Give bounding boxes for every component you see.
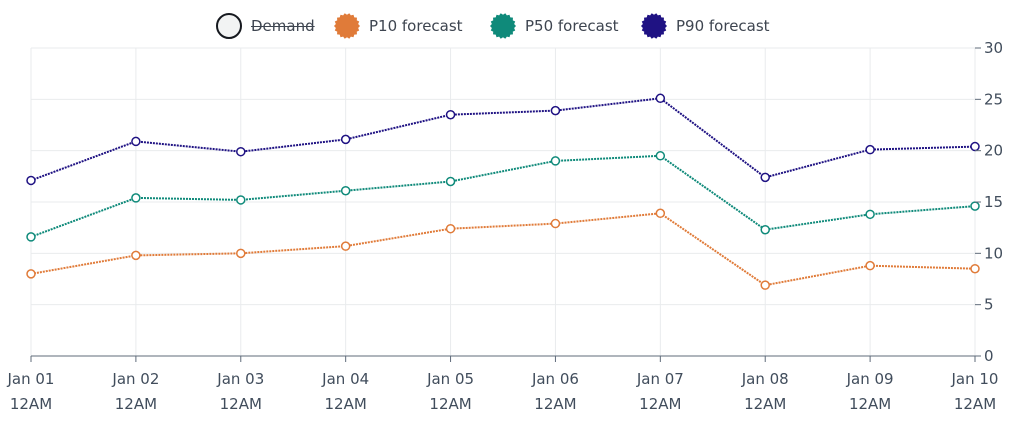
legend-label-demand: Demand bbox=[251, 17, 315, 35]
data-point bbox=[970, 141, 980, 152]
x-tick-label: Jan 03 bbox=[216, 370, 264, 388]
x-tick-label-time: 12AM bbox=[849, 395, 891, 413]
chart-legend: Demand P10 forecast P50 forecast P90 for… bbox=[0, 9, 1016, 43]
data-point bbox=[131, 193, 141, 203]
data-point bbox=[340, 241, 351, 251]
x-tick-label: Jan 04 bbox=[321, 370, 369, 388]
data-point bbox=[131, 250, 141, 261]
grid-lines bbox=[30, 47, 976, 357]
x-tick-label-time: 12AM bbox=[429, 395, 471, 413]
series-line-p50-forecast bbox=[30, 154, 976, 238]
y-tick-label: 0 bbox=[984, 347, 994, 365]
data-point bbox=[655, 93, 666, 104]
data-point bbox=[236, 146, 246, 157]
series-points bbox=[26, 93, 980, 290]
series-line-p90-forecast bbox=[30, 97, 976, 182]
legend-label-p50: P50 forecast bbox=[525, 17, 619, 35]
data-point bbox=[26, 269, 36, 279]
legend-item-p50[interactable]: P50 forecast bbox=[490, 9, 619, 43]
data-point bbox=[236, 248, 246, 259]
data-point bbox=[970, 263, 980, 274]
data-point bbox=[865, 144, 875, 155]
x-tick-label: Jan 05 bbox=[426, 370, 474, 388]
data-point bbox=[550, 218, 561, 229]
x-axis-ticks: Jan 01 12AM Jan 02 12AM Jan 03 12AM Jan 04 12AM… bbox=[7, 356, 999, 413]
data-point bbox=[340, 134, 351, 145]
x-tick-label: Jan 08 bbox=[741, 370, 789, 388]
x-tick-label: Jan 02 bbox=[111, 370, 159, 388]
data-point bbox=[550, 105, 561, 116]
data-point bbox=[445, 176, 456, 187]
x-tick-label: Jan 07 bbox=[636, 370, 684, 388]
y-tick-label: 10 bbox=[984, 244, 1003, 262]
series-lines bbox=[30, 97, 976, 287]
data-point bbox=[131, 136, 141, 147]
x-tick-label-time: 12AM bbox=[10, 395, 52, 413]
data-point bbox=[26, 232, 36, 242]
y-tick-label: 15 bbox=[984, 193, 1003, 211]
data-point bbox=[26, 175, 36, 186]
legend-item-demand[interactable]: Demand bbox=[216, 9, 315, 43]
legend-swatch-p90-icon bbox=[641, 13, 667, 39]
x-tick-label: Jan 10 bbox=[951, 370, 999, 388]
data-point bbox=[340, 185, 351, 196]
legend-swatch-p50-icon bbox=[490, 13, 516, 39]
x-tick-label: Jan 01 bbox=[7, 370, 55, 388]
x-tick-label-time: 12AM bbox=[744, 395, 786, 413]
legend-item-p90[interactable]: P90 forecast bbox=[641, 9, 770, 43]
x-tick-label: Jan 06 bbox=[531, 370, 579, 388]
legend-item-p10[interactable]: P10 forecast bbox=[334, 9, 463, 43]
x-tick-label-time: 12AM bbox=[534, 395, 576, 413]
y-tick-label: 20 bbox=[984, 142, 1003, 160]
data-point bbox=[550, 156, 561, 166]
legend-label-p10: P10 forecast bbox=[369, 17, 463, 35]
legend-swatch-demand-icon bbox=[216, 13, 242, 39]
x-tick-label-time: 12AM bbox=[115, 395, 157, 413]
data-point bbox=[655, 151, 666, 161]
x-tick-label-time: 12AM bbox=[325, 395, 367, 413]
x-tick-label-time: 12AM bbox=[220, 395, 262, 413]
data-point bbox=[655, 208, 666, 219]
legend-swatch-p10-icon bbox=[334, 13, 360, 39]
legend-label-p90: P90 forecast bbox=[676, 17, 770, 35]
data-point bbox=[760, 172, 770, 183]
data-point bbox=[445, 223, 456, 234]
x-tick-label-time: 12AM bbox=[639, 395, 681, 413]
y-tick-label: 5 bbox=[984, 296, 994, 314]
data-point bbox=[445, 109, 456, 120]
x-tick-label-time: 12AM bbox=[954, 395, 996, 413]
data-point bbox=[760, 224, 770, 235]
data-point bbox=[970, 201, 980, 211]
series-line-p10-forecast bbox=[30, 212, 976, 287]
data-point bbox=[865, 209, 875, 220]
data-point bbox=[760, 280, 770, 290]
data-point bbox=[865, 260, 875, 271]
x-tick-label: Jan 09 bbox=[846, 370, 894, 388]
data-point bbox=[236, 195, 246, 205]
y-tick-label: 25 bbox=[984, 90, 1003, 108]
